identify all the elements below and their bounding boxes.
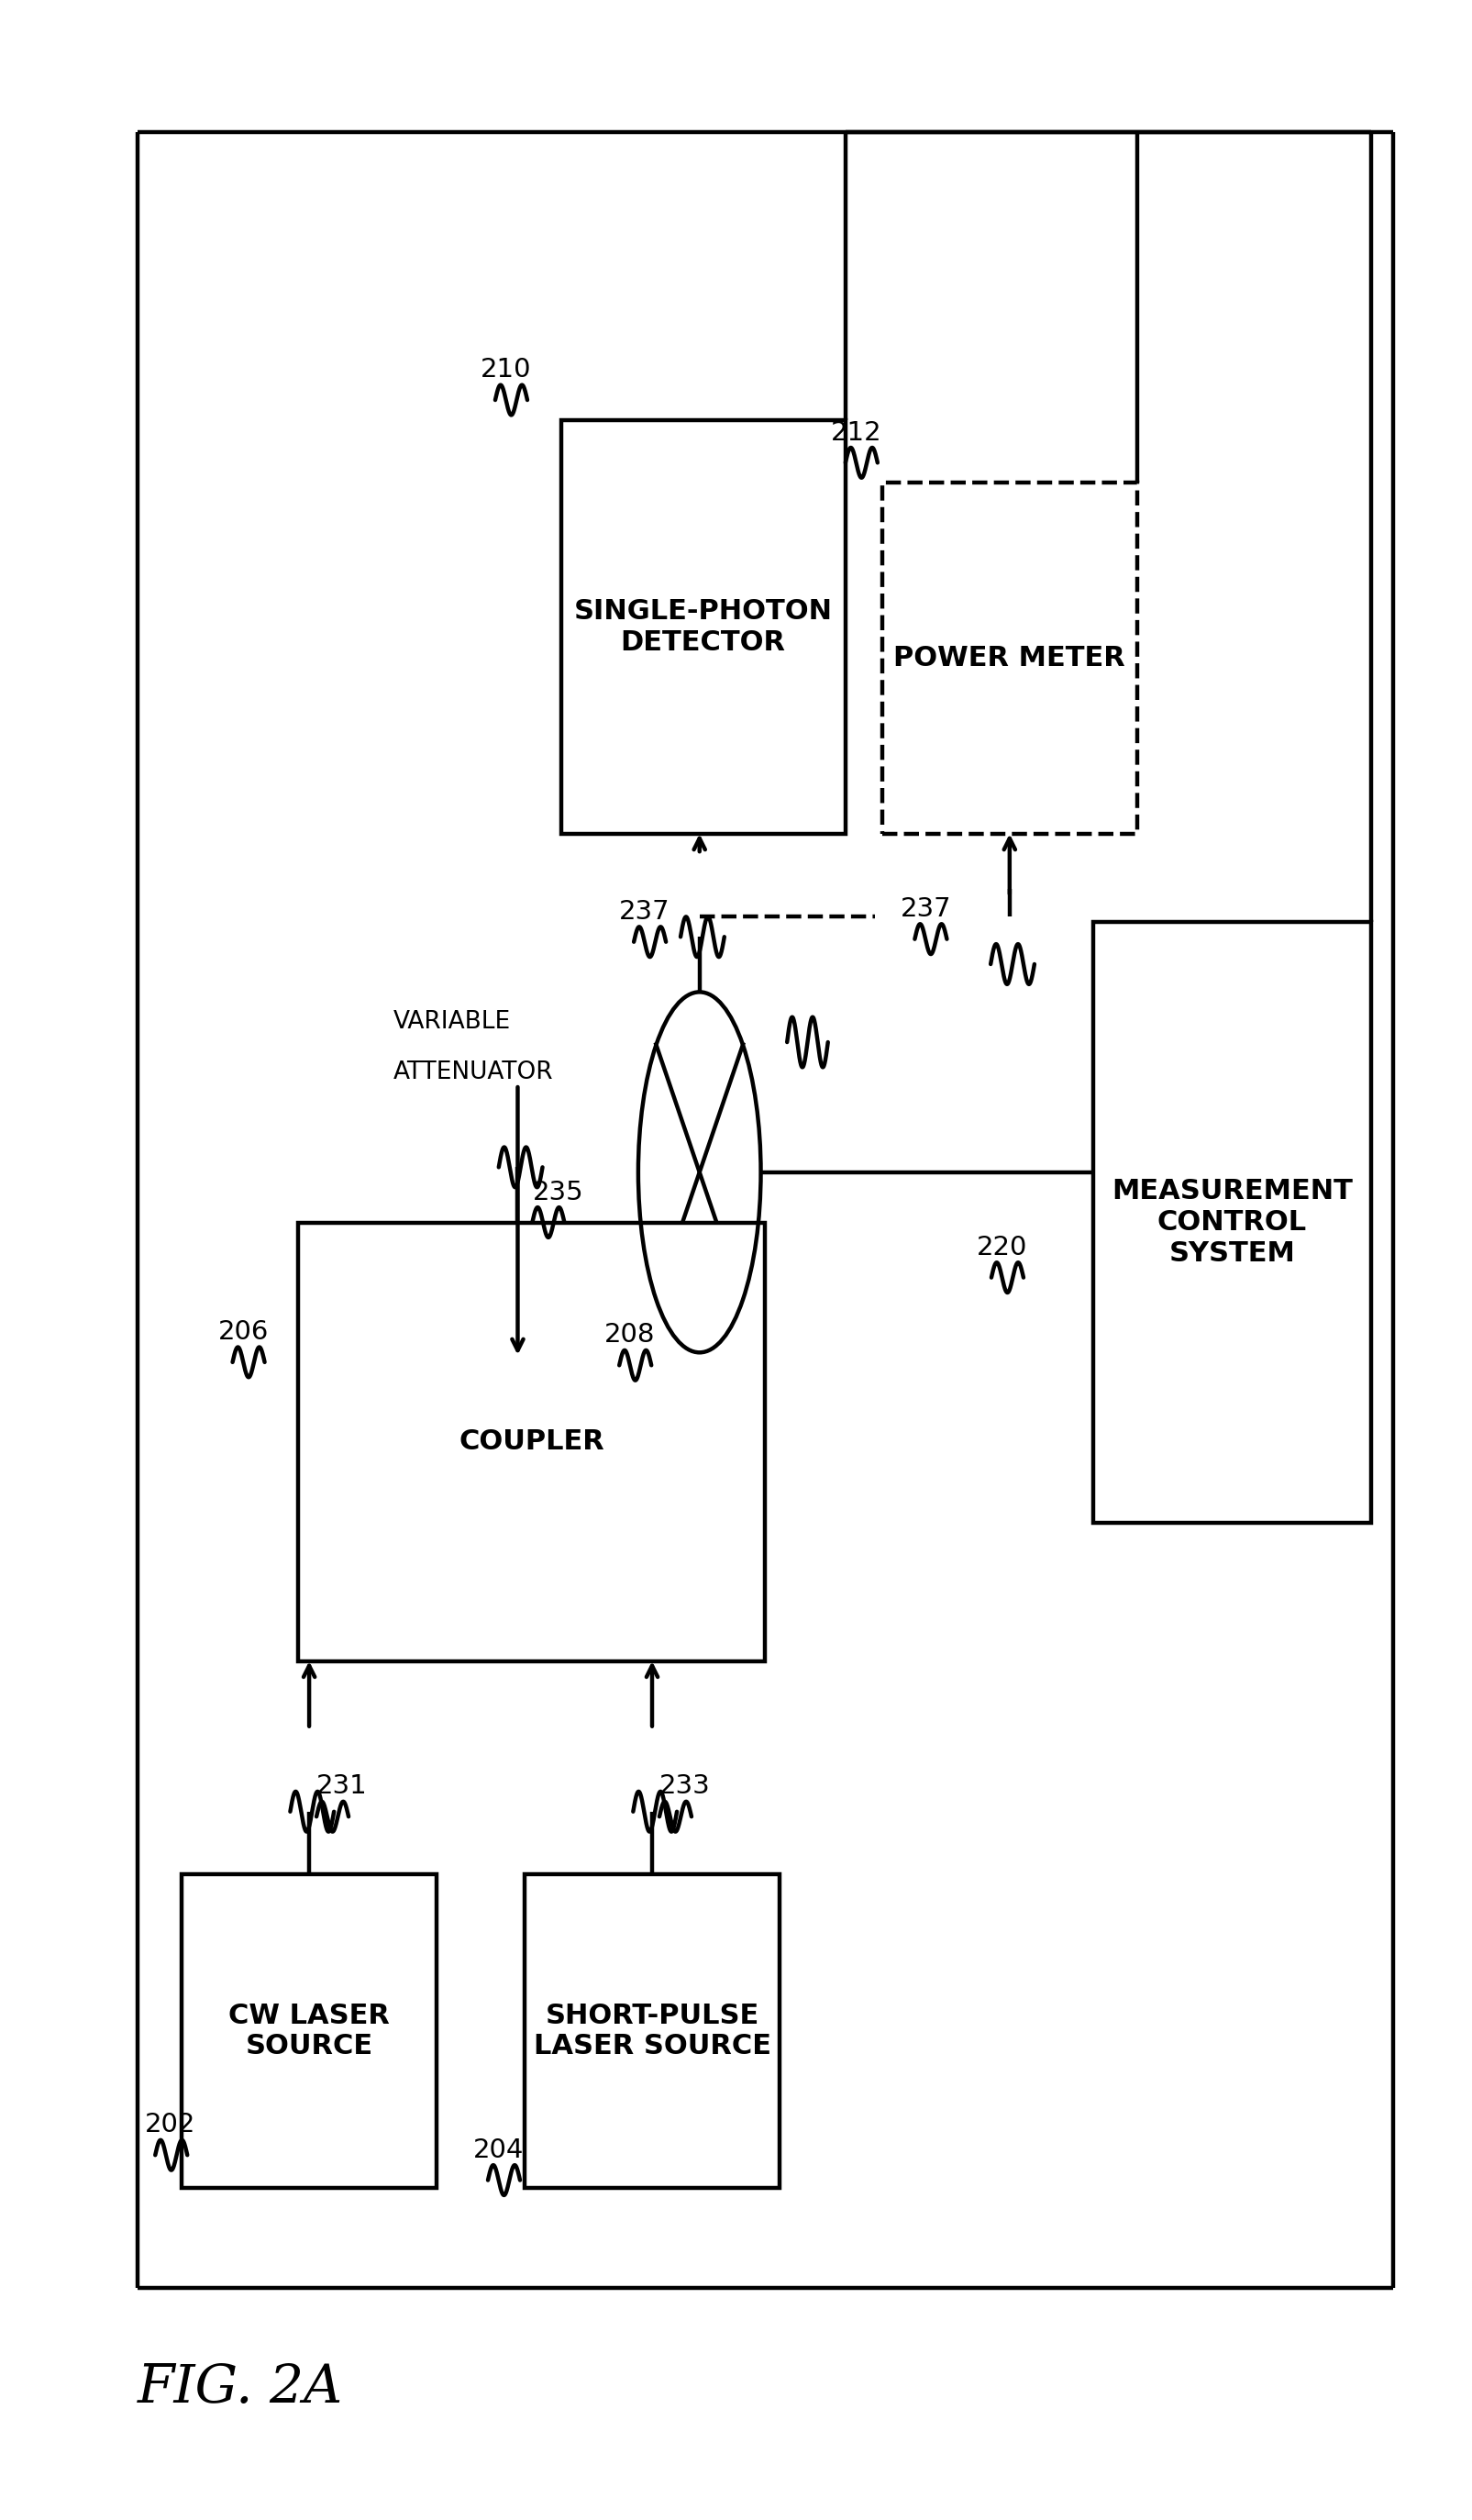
Text: 233: 233 [659,1774,711,1799]
Text: SINGLE-PHOTON
DETECTOR: SINGLE-PHOTON DETECTOR [574,597,833,655]
FancyBboxPatch shape [181,1875,437,2187]
Text: POWER METER: POWER METER [894,645,1126,670]
Text: 208: 208 [605,1323,655,1348]
Text: 237: 237 [620,900,670,925]
Text: 212: 212 [830,421,882,446]
Text: 231: 231 [316,1774,368,1799]
Text: 202: 202 [146,2112,196,2137]
Text: SHORT-PULSE
LASER SOURCE: SHORT-PULSE LASER SOURCE [533,2003,771,2059]
Text: 210: 210 [481,358,531,383]
FancyBboxPatch shape [1094,922,1370,1522]
Text: 235: 235 [533,1179,583,1205]
Text: 206: 206 [218,1320,269,1346]
Text: CW LASER
SOURCE: CW LASER SOURCE [228,2003,390,2059]
Text: 204: 204 [474,2137,524,2162]
Text: MEASUREMENT
CONTROL
SYSTEM: MEASUREMENT CONTROL SYSTEM [1111,1179,1353,1268]
Text: 220: 220 [977,1235,1027,1260]
Text: VARIABLE: VARIABLE [393,1011,511,1033]
FancyBboxPatch shape [524,1875,780,2187]
FancyBboxPatch shape [882,484,1138,834]
FancyBboxPatch shape [561,421,845,834]
Text: COUPLER: COUPLER [459,1429,605,1454]
Text: 237: 237 [901,897,951,922]
Text: ATTENUATOR: ATTENUATOR [393,1061,553,1084]
Text: FIG. 2A: FIG. 2A [138,2361,343,2414]
FancyBboxPatch shape [299,1222,765,1661]
